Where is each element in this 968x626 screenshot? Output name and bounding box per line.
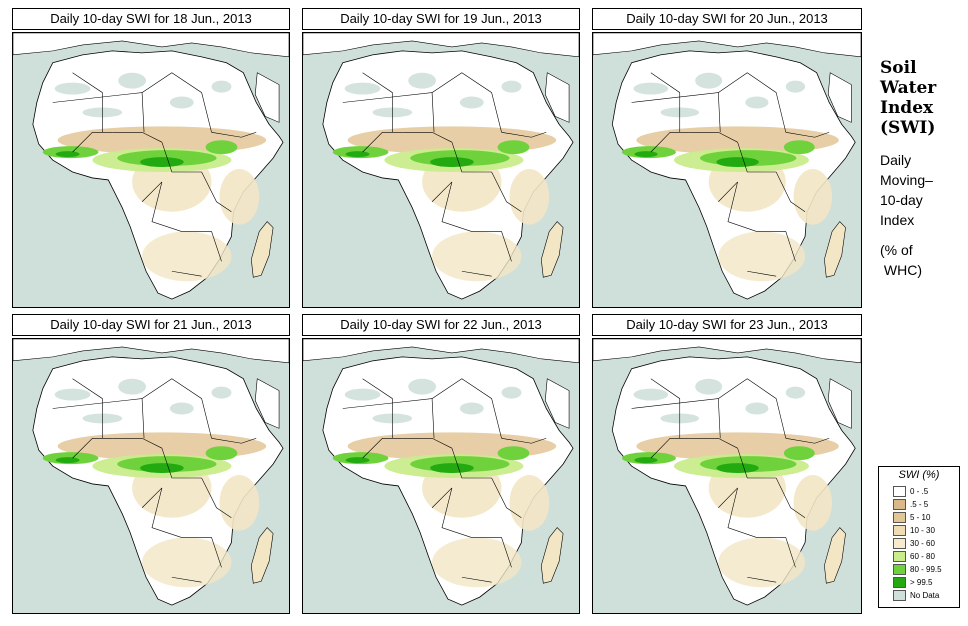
index-unit: (% of WHC) bbox=[880, 240, 922, 280]
legend-swatch bbox=[893, 498, 906, 510]
legend-label: > 99.5 bbox=[910, 577, 933, 587]
swi-map bbox=[12, 32, 290, 308]
africa-map-svg bbox=[303, 33, 579, 307]
title-line: (SWI) bbox=[880, 118, 936, 138]
map-panel-2: Daily 10-day SWI for 19 Jun., 2013 bbox=[302, 8, 580, 308]
africa-map-svg bbox=[13, 339, 289, 613]
africa-map-svg bbox=[593, 33, 861, 307]
legend-item: 10 - 30 bbox=[893, 524, 935, 536]
legend-item: 60 - 80 bbox=[893, 550, 935, 562]
legend-swatch bbox=[893, 563, 906, 575]
legend-label: No Data bbox=[910, 590, 940, 600]
title-line: Soil bbox=[880, 58, 917, 78]
swi-map bbox=[12, 338, 290, 614]
swi-map bbox=[592, 32, 862, 308]
legend-swatch bbox=[893, 511, 906, 523]
legend-item: 5 - 10 bbox=[893, 511, 930, 523]
legend-swatch bbox=[893, 537, 906, 549]
desc-line: Moving– bbox=[880, 172, 933, 188]
legend-item: 80 - 99.5 bbox=[893, 563, 942, 575]
legend-item: 30 - 60 bbox=[893, 537, 935, 549]
legend-swatch bbox=[893, 524, 906, 536]
unit-line: WHC) bbox=[880, 262, 922, 278]
unit-line: (% of bbox=[880, 242, 913, 258]
africa-map-svg bbox=[303, 339, 579, 613]
legend-item: 0 - .5 bbox=[893, 485, 928, 497]
legend-item: > 99.5 bbox=[893, 576, 932, 588]
legend-label: 10 - 30 bbox=[910, 525, 935, 535]
swi-legend: SWI (%) 0 - .5 .5 - 5 5 - 10 10 - 30 30 … bbox=[878, 466, 960, 608]
legend-label: 60 - 80 bbox=[910, 551, 935, 561]
title-line: Index bbox=[880, 98, 934, 118]
title-line: Water bbox=[880, 78, 937, 98]
desc-line: Daily bbox=[880, 152, 912, 168]
map-panel-5: Daily 10-day SWI for 22 Jun., 2013 bbox=[302, 314, 580, 616]
legend-label: .5 - 5 bbox=[910, 499, 929, 509]
swi-map bbox=[592, 338, 862, 614]
desc-line: Index bbox=[880, 212, 915, 228]
legend-swatch bbox=[893, 576, 906, 588]
map-panel-1: Daily 10-day SWI for 18 Jun., 2013 bbox=[12, 8, 290, 308]
map-panel-4: Daily 10-day SWI for 21 Jun., 2013 bbox=[12, 314, 290, 616]
legend-label: 5 - 10 bbox=[910, 512, 931, 522]
legend-swatch bbox=[893, 589, 906, 601]
legend-item: .5 - 5 bbox=[893, 498, 928, 510]
legend-swatch bbox=[893, 550, 906, 562]
africa-map-svg bbox=[593, 339, 861, 613]
africa-map-svg bbox=[13, 33, 289, 307]
legend-label: 30 - 60 bbox=[910, 538, 935, 548]
desc-line: 10-day bbox=[880, 192, 923, 208]
panel-title: Daily 10-day SWI for 21 Jun., 2013 bbox=[12, 314, 290, 336]
map-panel-3: Daily 10-day SWI for 20 Jun., 2013 bbox=[592, 8, 862, 308]
legend-label: 0 - .5 bbox=[910, 486, 929, 496]
panel-title: Daily 10-day SWI for 23 Jun., 2013 bbox=[592, 314, 862, 336]
swi-map bbox=[302, 32, 580, 308]
map-panel-6: Daily 10-day SWI for 23 Jun., 2013 bbox=[592, 314, 862, 616]
legend-swatch bbox=[893, 485, 906, 497]
legend-label: 80 - 99.5 bbox=[910, 564, 942, 574]
index-description: Daily Moving– 10-day Index bbox=[880, 150, 933, 230]
panel-title: Daily 10-day SWI for 18 Jun., 2013 bbox=[12, 8, 290, 30]
legend-title: SWI (%) bbox=[898, 469, 940, 481]
panel-title: Daily 10-day SWI for 22 Jun., 2013 bbox=[302, 314, 580, 336]
index-title: Soil Water Index (SWI) bbox=[880, 58, 936, 138]
swi-map bbox=[302, 338, 580, 614]
panel-title: Daily 10-day SWI for 20 Jun., 2013 bbox=[592, 8, 862, 30]
legend-item: No Data bbox=[893, 589, 939, 601]
panel-title: Daily 10-day SWI for 19 Jun., 2013 bbox=[302, 8, 580, 30]
